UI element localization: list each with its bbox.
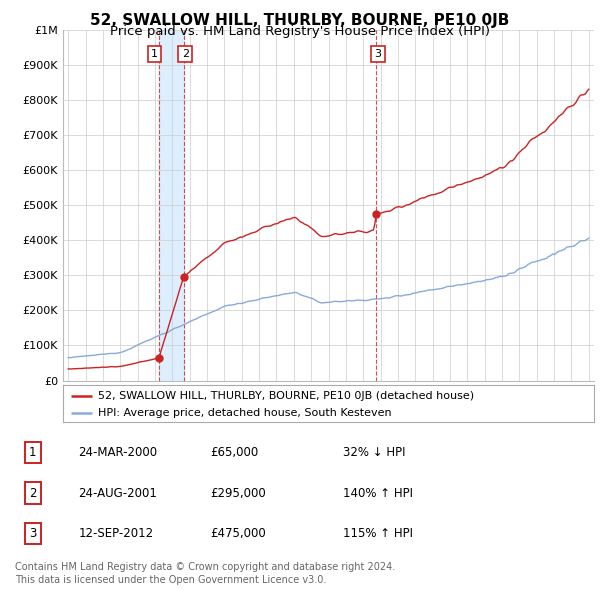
Text: 2: 2 xyxy=(29,487,37,500)
Text: 1: 1 xyxy=(29,446,37,459)
Text: 52, SWALLOW HILL, THURLBY, BOURNE, PE10 0JB (detached house): 52, SWALLOW HILL, THURLBY, BOURNE, PE10 … xyxy=(98,391,473,401)
Text: 52, SWALLOW HILL, THURLBY, BOURNE, PE10 0JB: 52, SWALLOW HILL, THURLBY, BOURNE, PE10 … xyxy=(91,13,509,28)
Bar xyxy=(159,30,184,381)
Text: 2: 2 xyxy=(182,49,189,59)
Text: £295,000: £295,000 xyxy=(211,487,266,500)
Text: 140% ↑ HPI: 140% ↑ HPI xyxy=(343,487,413,500)
Text: Price paid vs. HM Land Registry's House Price Index (HPI): Price paid vs. HM Land Registry's House … xyxy=(110,25,490,38)
Text: HPI: Average price, detached house, South Kesteven: HPI: Average price, detached house, Sout… xyxy=(98,408,391,418)
Text: 3: 3 xyxy=(374,49,382,59)
Text: £475,000: £475,000 xyxy=(211,527,266,540)
Text: 1: 1 xyxy=(151,49,158,59)
Text: 24-MAR-2000: 24-MAR-2000 xyxy=(78,446,157,459)
Text: 12-SEP-2012: 12-SEP-2012 xyxy=(78,527,154,540)
Text: 3: 3 xyxy=(29,527,37,540)
Text: Contains HM Land Registry data © Crown copyright and database right 2024.
This d: Contains HM Land Registry data © Crown c… xyxy=(15,562,395,585)
Text: 115% ↑ HPI: 115% ↑ HPI xyxy=(343,527,413,540)
Text: 32% ↓ HPI: 32% ↓ HPI xyxy=(343,446,406,459)
Text: £65,000: £65,000 xyxy=(211,446,259,459)
Text: 24-AUG-2001: 24-AUG-2001 xyxy=(78,487,157,500)
